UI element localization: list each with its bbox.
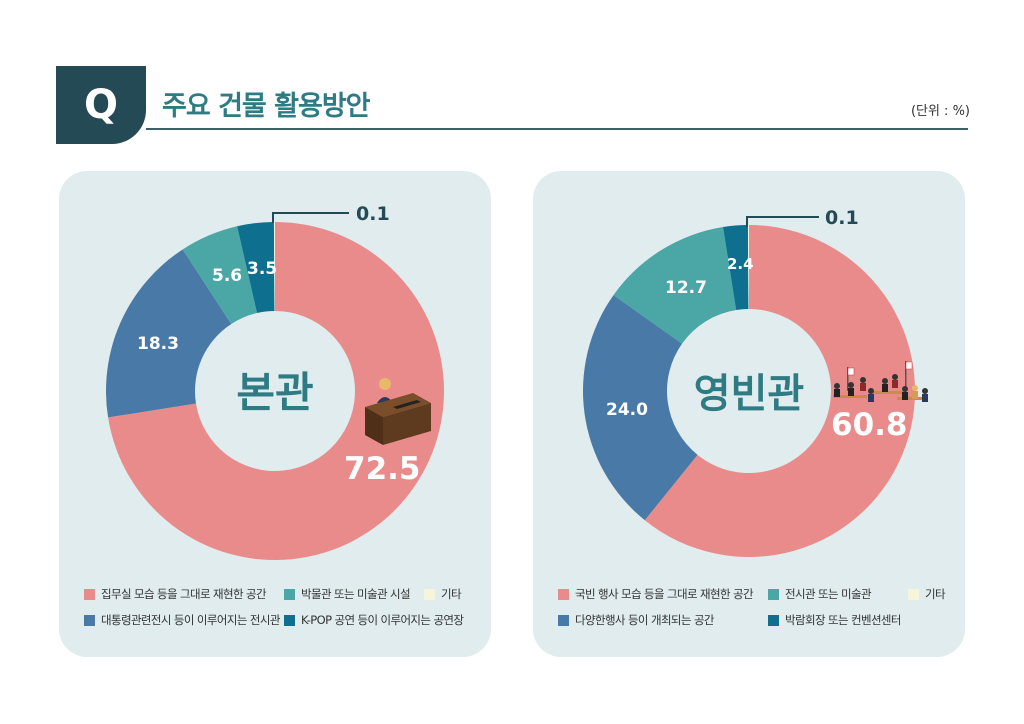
legend-item: 기타: [424, 586, 484, 602]
callout-line: [746, 216, 819, 227]
swatch-cream: [908, 588, 919, 600]
donut-chart-main-building: 0.1 3.5 5.6 18.3 72.5 본관: [105, 203, 445, 560]
swatch-pink: [558, 588, 569, 600]
legend: 국빈 행사 모습 등을 그대로 재현한 공간 전시관 또는 미술관 기타 다양한…: [558, 586, 958, 628]
page-title: 주요 건물 활용방안: [162, 91, 371, 122]
state-banquet-icon: [833, 361, 928, 402]
donut-slices: [105, 222, 445, 560]
swatch-blue: [84, 614, 95, 626]
desk-official-icon: [365, 378, 431, 445]
label-other: 0.1: [825, 207, 859, 229]
swatch-cream: [424, 588, 435, 600]
label-events: 24.0: [606, 400, 648, 420]
donut-slice: [747, 225, 749, 310]
donut-chart-guest-house: 0.1 2.4 12.7 24.0 60.8 영빈관: [583, 207, 928, 557]
donut-slice: [644, 225, 915, 557]
legend-item: 대통령관련전시 등이 이루어지는 전시관: [84, 612, 284, 628]
label-office: 72.5: [344, 451, 421, 487]
legend: 집무실 모습 등을 그대로 재현한 공간 박물관 또는 미술관 시설 기타 대통…: [84, 586, 484, 628]
donut-slices: [583, 225, 915, 557]
legend-item: 국빈 행사 모습 등을 그대로 재현한 공간: [558, 586, 768, 602]
header-divider: [146, 128, 968, 130]
legend-item: 박물관 또는 미술관 시설: [284, 586, 424, 602]
center-label: 영빈관: [694, 371, 804, 417]
label-exhibition: 18.3: [137, 334, 179, 354]
swatch-blue: [558, 614, 569, 626]
donut-slice: [613, 227, 737, 344]
unit-label: (단위 : %): [910, 104, 970, 119]
swatch-teal: [768, 588, 779, 600]
donut-slice: [182, 226, 258, 324]
swatch-teal: [284, 588, 295, 600]
label-kpop: 3.5: [247, 259, 277, 279]
label-convention: 2.4: [727, 255, 754, 273]
label-museum: 5.6: [212, 266, 242, 286]
center-label: 본관: [236, 368, 313, 417]
swatch-pink: [84, 588, 95, 600]
donut-slice: [237, 222, 275, 314]
swatch-dark-teal: [284, 614, 295, 626]
donut-slice: [723, 225, 749, 311]
label-gallery: 12.7: [665, 278, 707, 298]
legend-item: 기타: [908, 586, 968, 602]
label-state-event: 60.8: [831, 407, 908, 443]
legend-item: 전시관 또는 미술관: [768, 586, 908, 602]
swatch-dark-teal: [768, 614, 779, 626]
legend-item: 집무실 모습 등을 그대로 재현한 공간: [84, 586, 284, 602]
donut-slice: [583, 295, 698, 521]
donut-slice: [108, 222, 445, 560]
callout-line: [272, 212, 349, 223]
legend-item: 다양한행사 등이 개최되는 공간: [558, 612, 768, 628]
donut-slice: [273, 222, 275, 312]
legend-item: K-POP 공연 등이 이루어지는 공연장: [284, 612, 484, 628]
legend-item: 박람회장 또는 컨벤션센터: [768, 612, 968, 628]
donut-slice: [105, 249, 232, 418]
question-badge: Q: [56, 66, 146, 144]
panel-main-building: 0.1 3.5 5.6 18.3 72.5 본관 집무실 모습 등을 그대로 재…: [59, 171, 491, 657]
label-other: 0.1: [356, 203, 390, 225]
panel-guest-house: 0.1 2.4 12.7 24.0 60.8 영빈관 국빈 행사 모습 등을 그…: [533, 171, 965, 657]
